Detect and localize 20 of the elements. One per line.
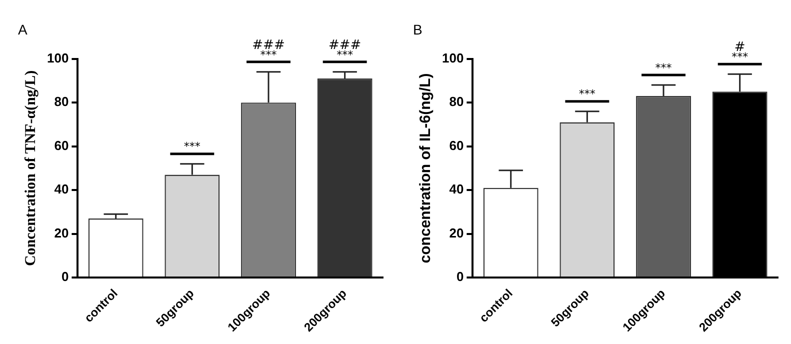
y-axis-title: concentration of IL-6(ng/L)	[417, 73, 434, 264]
chart-title: A	[18, 21, 28, 38]
annotation: ***	[578, 88, 596, 101]
y-tick-label: 80	[54, 94, 69, 110]
annotation: ***	[184, 140, 201, 154]
y-tick-label: 100	[46, 50, 69, 66]
y-tick-label: 60	[449, 138, 464, 153]
y-tick-label: 60	[54, 138, 69, 153]
annotation: ***	[655, 61, 672, 74]
y-tick-label: 0	[61, 269, 69, 284]
y-tick-label: 100	[442, 50, 464, 66]
y-tick-label: 40	[449, 182, 464, 197]
annotation: ***	[260, 48, 278, 62]
y-tick-label: 40	[54, 182, 69, 197]
y-axis-title: Concentration of TNF-α(ng/L)	[22, 70, 39, 266]
y-tick-label: 20	[54, 225, 69, 240]
y-tick-label: 80	[449, 94, 464, 110]
chart-title: B	[413, 21, 422, 38]
y-tick-label: 20	[449, 225, 464, 240]
y-tick-label: 0	[456, 269, 464, 284]
